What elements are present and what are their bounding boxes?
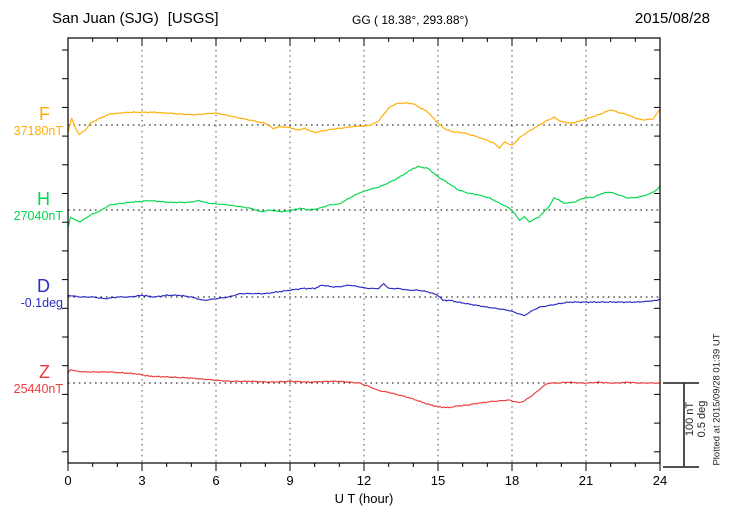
x-tick-label-3: 3 (138, 473, 146, 488)
x-tick-label-18: 18 (504, 473, 520, 488)
scale-bar-label: 100 nT 0.5 deg (684, 395, 708, 443)
plotted-at-note: Plotted at 2015/09/28 01:39 UT (711, 333, 723, 466)
trace-H (67, 165, 661, 228)
channel-label-H: H 27040nT (0, 189, 63, 223)
x-tick-label-24: 24 (652, 473, 668, 488)
channel-label-D: D -0.1deg (0, 276, 63, 310)
channel-baseline-value-D: -0.1deg (20, 296, 63, 310)
x-tick-label-12: 12 (356, 473, 372, 488)
channel-baseline-value-H: 27040nT (13, 209, 63, 223)
x-tick-label-21: 21 (578, 473, 594, 488)
x-tick-label-6: 6 (212, 473, 220, 488)
channel-letter-F: F (39, 104, 50, 124)
trace-D (67, 283, 661, 317)
scale-bar-nt: 100 nT (684, 401, 696, 437)
plot-date: 2015/08/28 (634, 10, 710, 27)
scale-bar-deg: 0.5 deg (696, 400, 708, 438)
channel-letter-H: H (37, 189, 50, 209)
trace-F (67, 102, 661, 149)
geographic-coordinates: GG ( 18.38°, 293.88°) (352, 13, 469, 27)
station-title: San Juan (SJG) [USGS] (52, 10, 219, 27)
x-tick-label-0: 0 (64, 473, 72, 488)
channel-letter-D: D (37, 276, 50, 296)
data-source: [USGS] (167, 10, 219, 27)
x-tick-label-9: 9 (286, 473, 294, 488)
channel-label-Z: Z 25440nT (0, 362, 63, 396)
trace-Z (67, 369, 661, 409)
channel-baseline-value-F: 37180nT (13, 124, 63, 138)
x-axis-title: U T (hour) (334, 491, 394, 506)
channel-baseline-value-Z: 25440nT (13, 382, 63, 396)
channel-label-F: F 37180nT (0, 104, 63, 138)
station-name: San Juan (SJG) (52, 10, 159, 27)
channel-letter-Z: Z (39, 362, 50, 382)
x-tick-label-15: 15 (430, 473, 446, 488)
